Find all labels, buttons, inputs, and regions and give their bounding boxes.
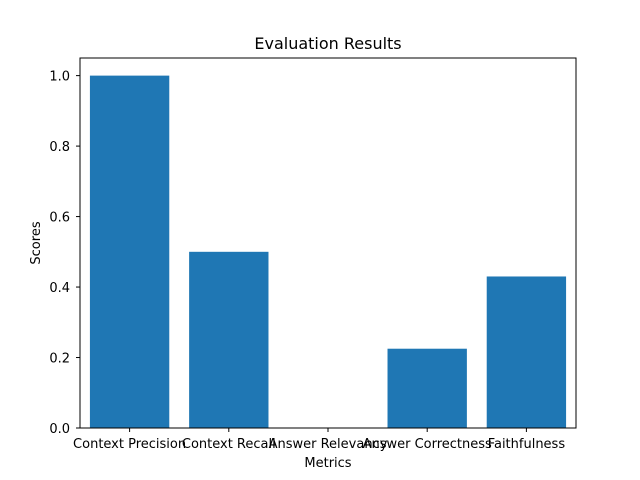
x-tick-label: Context Recall	[182, 437, 276, 452]
x-tick-label: Answer Correctness	[363, 437, 492, 452]
bar	[189, 251, 269, 428]
bar	[387, 348, 467, 428]
bars-layer	[89, 75, 567, 429]
y-tick-label: 0.6	[49, 211, 70, 226]
chart-title: Evaluation Results	[254, 34, 401, 53]
plot-frame	[79, 57, 577, 429]
y-axis-ticks: 0.0 0.2 0.4 0.6 0.8 1.0	[49, 70, 80, 437]
x-tick-label: Answer Relevancy	[269, 437, 388, 452]
x-axis-label: Metrics	[304, 456, 351, 471]
x-tick-label: Context Precision	[73, 437, 186, 452]
bar	[89, 75, 170, 429]
y-tick-label: 0.8	[49, 140, 70, 155]
y-tick-label: 1.0	[49, 70, 70, 85]
bar	[486, 276, 567, 428]
y-tick-label: 0.2	[49, 352, 70, 367]
y-tick-label: 0.4	[49, 281, 70, 296]
y-axis-label: Scores	[29, 221, 44, 264]
x-tick-label: Faithfulness	[488, 437, 566, 452]
y-tick-label: 0.0	[49, 422, 70, 437]
